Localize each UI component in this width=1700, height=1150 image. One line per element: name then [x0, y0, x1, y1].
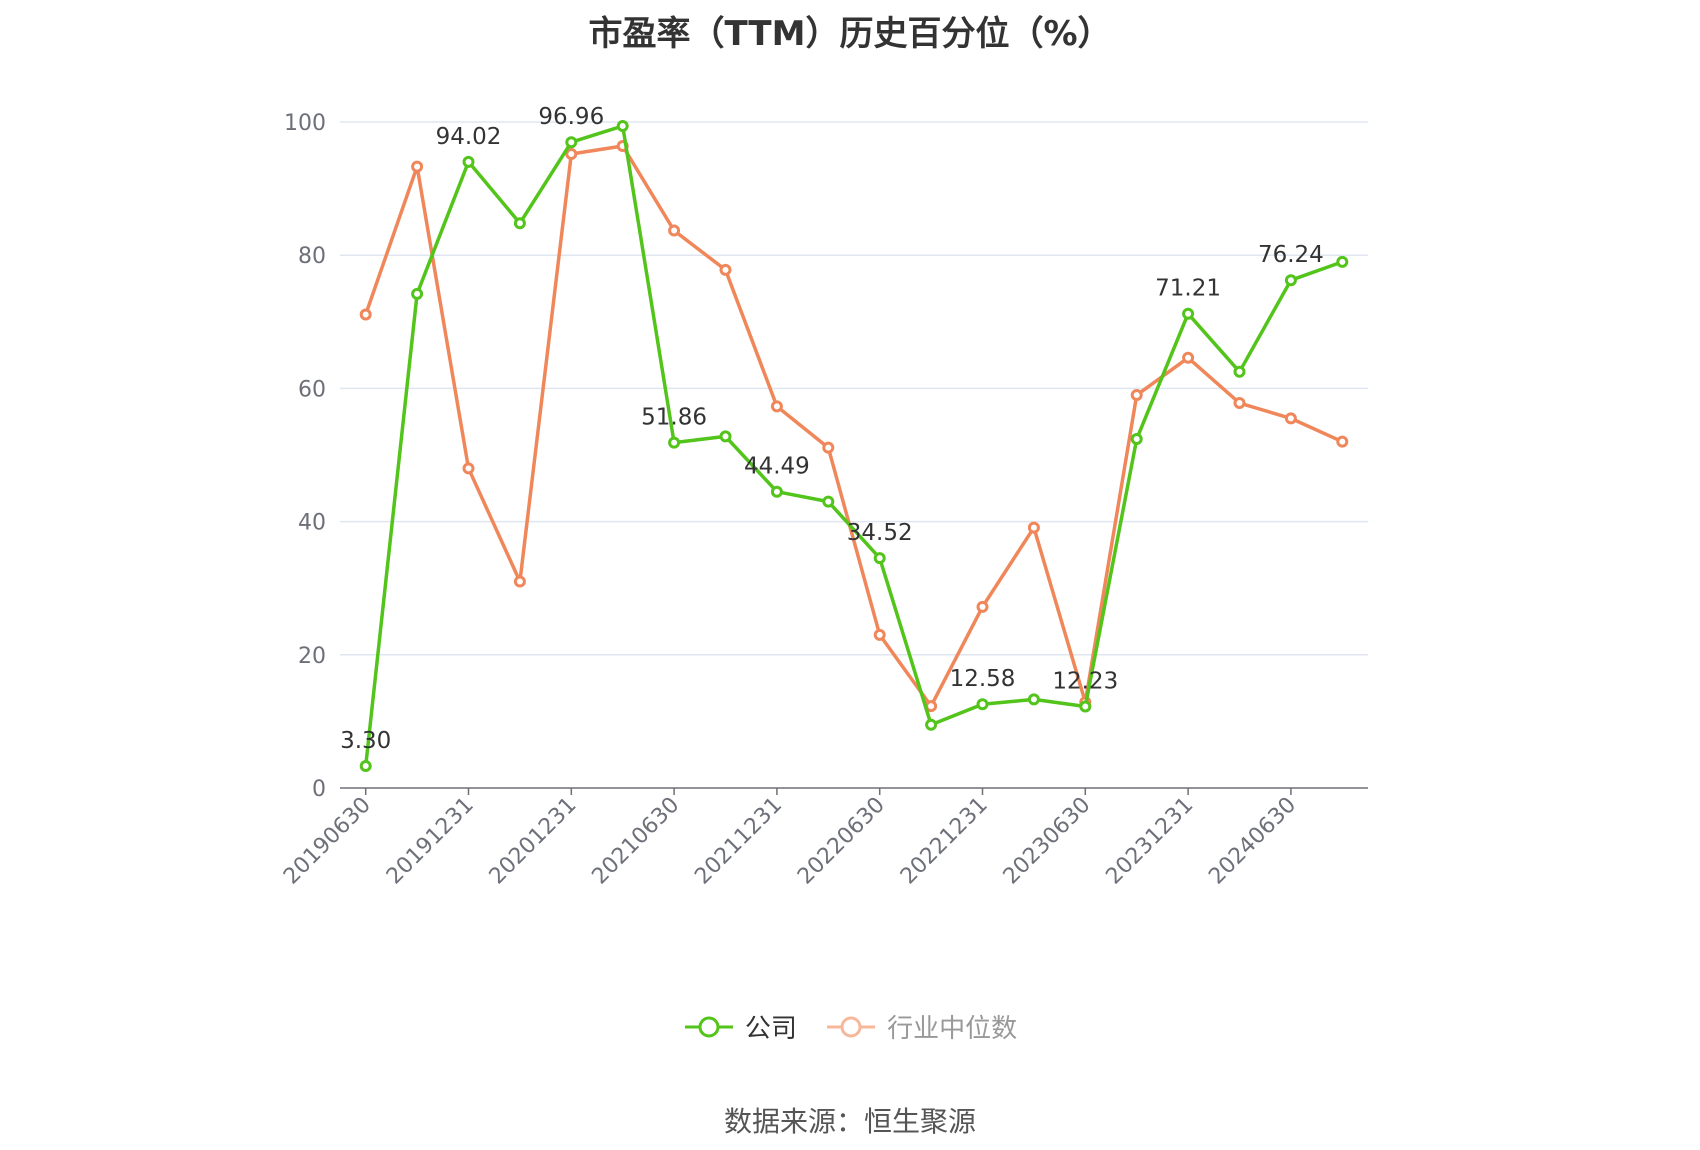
data-point-company [822, 495, 835, 508]
x-tick-label: 20220630 [793, 793, 890, 890]
data-point-industry-median [513, 575, 526, 588]
data-point-industry-median [1182, 351, 1195, 364]
data-label-company: 12.58 [950, 666, 1016, 692]
data-point-company [719, 430, 732, 443]
chart-title: 市盈率（TTM）历史百分位（%） [588, 14, 1112, 54]
y-tick-label: 100 [284, 111, 326, 136]
data-point-company [462, 155, 475, 168]
x-tick-label: 20201231 [485, 793, 582, 890]
data-label-company: 12.23 [1052, 669, 1118, 695]
data-point-company [359, 760, 372, 773]
data-point-industry-median [359, 308, 372, 321]
data-point-industry-median [1233, 397, 1246, 410]
data-label-company: 51.86 [641, 405, 707, 431]
data-point-company [668, 436, 681, 449]
legend-label-company: 公司 [744, 1014, 797, 1044]
data-label-company: 96.96 [538, 104, 604, 130]
x-tick-label: 20191231 [382, 793, 479, 890]
x-tick-label: 20230630 [999, 793, 1096, 890]
data-point-industry-median [668, 224, 681, 237]
data-point-company [1130, 433, 1143, 446]
data-point-industry-median [719, 263, 732, 276]
data-point-company [565, 136, 578, 149]
data-point-industry-median [1130, 389, 1143, 402]
data-labels: 3.30 94.02 96.96 51.86 44.49 34.52 12.58 12.23 7… [340, 104, 1324, 754]
data-point-industry-median [1284, 412, 1297, 425]
data-point-industry-median [770, 400, 783, 413]
y-tick-label: 60 [298, 377, 326, 402]
data-point-company [976, 698, 989, 711]
x-tick-label: 20240630 [1204, 793, 1301, 890]
data-label-company: 3.30 [340, 728, 391, 754]
data-label-company: 44.49 [744, 454, 810, 480]
legend: 公司 行业中位数 [0, 1008, 1700, 1046]
legend-item-industry-median[interactable]: 行业中位数 [825, 1008, 1017, 1045]
x-tick-label: 20211231 [690, 793, 787, 890]
x-tick-label: 20190630 [279, 793, 376, 890]
data-point-company [1336, 255, 1349, 268]
data-label-company: 34.52 [847, 520, 913, 546]
data-point-company [616, 119, 629, 132]
y-tick-label: 80 [298, 244, 326, 269]
x-tick-label: 20210630 [587, 793, 684, 890]
data-point-industry-median [462, 462, 475, 475]
data-point-company [411, 287, 424, 300]
y-tick-label: 20 [298, 644, 326, 669]
series-lines [359, 119, 1349, 773]
data-point-industry-median [1336, 435, 1349, 448]
data-point-company [1079, 700, 1092, 713]
data-point-industry-median [873, 628, 886, 641]
data-point-industry-median [565, 147, 578, 160]
data-point-company [1182, 307, 1195, 320]
data-point-industry-median [822, 441, 835, 454]
y-tick-label: 40 [298, 511, 326, 536]
legend-item-company[interactable]: 公司 [683, 1008, 797, 1045]
data-source: 数据来源：恒生聚源 [723, 1105, 976, 1138]
data-label-company: 71.21 [1155, 276, 1221, 302]
data-point-industry-median [976, 600, 989, 613]
series-line-industry-median [364, 144, 1344, 708]
data-point-company [925, 718, 938, 731]
data-point-company [770, 485, 783, 498]
data-label-company: 76.24 [1258, 242, 1324, 268]
grid-lines [340, 121, 1368, 656]
data-point-company [1284, 274, 1297, 287]
x-tick-label: 20231231 [1101, 793, 1198, 890]
data-point-company [873, 552, 886, 565]
y-tick-label: 0 [312, 777, 326, 802]
data-point-company [1027, 693, 1040, 706]
data-point-company [1233, 365, 1246, 378]
data-label-company: 94.02 [436, 124, 502, 150]
data-point-company [513, 217, 526, 230]
legend-company-marker-icon [684, 1016, 733, 1037]
data-point-industry-median [1027, 521, 1040, 534]
legend-industry-marker-icon [827, 1016, 876, 1037]
x-tick-label: 20221231 [896, 793, 993, 890]
series-line-company [363, 124, 1343, 767]
data-point-industry-median [411, 160, 424, 173]
legend-label-industry-median: 行业中位数 [887, 1014, 1018, 1044]
